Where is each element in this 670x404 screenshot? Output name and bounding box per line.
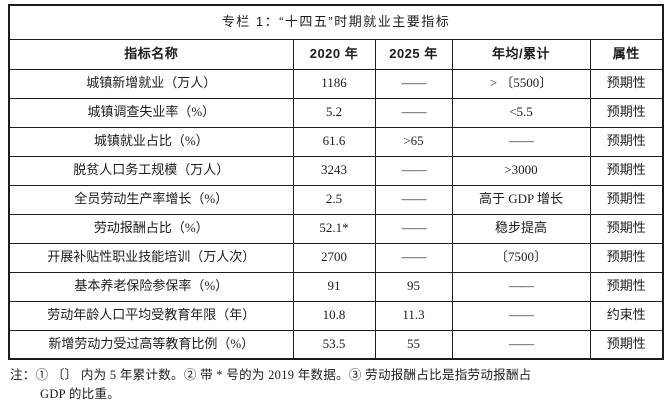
table-row: 劳动报酬占比（%） 52.1* —— 稳步提高 预期性 xyxy=(8,213,664,244)
table-row: 基本养老保险参保率（%） 91 95 —— 预期性 xyxy=(8,271,664,302)
cell-annual-value: 稳步提高 xyxy=(451,213,591,244)
column-header-indicator-name: 指标名称 xyxy=(8,38,294,70)
cell-2025-value: —— xyxy=(374,184,453,215)
footnote-line-1: 注：① 〔〕 内为 5 年累计数。② 带 * 号的为 2019 年数据。③ 劳动… xyxy=(10,368,532,382)
cell-indicator-name: 新增劳动力受过高等教育比例（%） xyxy=(8,329,294,360)
cell-2025-value: 11.3 xyxy=(374,300,453,331)
cell-attribute: 预期性 xyxy=(589,184,664,215)
cell-annual-value: <5.5 xyxy=(451,97,591,128)
cell-attribute: 预期性 xyxy=(589,97,664,128)
table-row: 脱贫人口务工规模（万人） 3243 —— >3000 预期性 xyxy=(8,155,664,186)
cell-attribute: 预期性 xyxy=(589,126,664,157)
cell-indicator-name: 城镇调查失业率（%） xyxy=(8,97,294,128)
table-row: 城镇就业占比（%） 61.6 >65 —— 预期性 xyxy=(8,126,664,157)
cell-annual-value: > 〔5500〕 xyxy=(451,68,591,99)
footnote: 注：① 〔〕 内为 5 年累计数。② 带 * 号的为 2019 年数据。③ 劳动… xyxy=(10,366,662,404)
cell-2020-value: 1186 xyxy=(292,68,376,99)
cell-attribute: 约束性 xyxy=(589,300,664,331)
cell-2025-value: —— xyxy=(374,97,453,128)
cell-attribute: 预期性 xyxy=(589,68,664,99)
table-row: 劳动年龄人口平均受教育年限（年） 10.8 11.3 —— 约束性 xyxy=(8,300,664,331)
cell-indicator-name: 劳动报酬占比（%） xyxy=(8,213,294,244)
cell-annual-value: 〔7500〕 xyxy=(451,242,591,273)
cell-indicator-name: 基本养老保险参保率（%） xyxy=(8,271,294,302)
cell-attribute: 预期性 xyxy=(589,329,664,360)
column-header-2020: 2020 年 xyxy=(292,38,376,70)
table-title: 专栏 1：“十四五”时期就业主要指标 xyxy=(8,4,664,40)
table-row: 城镇调查失业率（%） 5.2 —— <5.5 预期性 xyxy=(8,97,664,128)
table-row: 全员劳动生产率增长（%） 2.5 —— 高于 GDP 增长 预期性 xyxy=(8,184,664,215)
cell-annual-value: —— xyxy=(451,300,591,331)
cell-annual-value: —— xyxy=(451,271,591,302)
footnote-line-2: GDP 的比重。 xyxy=(40,387,121,402)
cell-indicator-name: 城镇就业占比（%） xyxy=(8,126,294,157)
cell-2025-value: >65 xyxy=(374,126,453,157)
column-header-attribute: 属性 xyxy=(589,38,664,70)
cell-2020-value: 3243 xyxy=(292,155,376,186)
cell-2020-value: 10.8 xyxy=(292,300,376,331)
cell-2025-value: —— xyxy=(374,68,453,99)
cell-indicator-name: 城镇新增就业（万人） xyxy=(8,68,294,99)
cell-indicator-name: 全员劳动生产率增长（%） xyxy=(8,184,294,215)
cell-2020-value: 53.5 xyxy=(292,329,376,360)
cell-2020-value: 5.2 xyxy=(292,97,376,128)
cell-2020-value: 61.6 xyxy=(292,126,376,157)
cell-2025-value: —— xyxy=(374,155,453,186)
table-title-row: 专栏 1：“十四五”时期就业主要指标 xyxy=(8,4,664,40)
cell-attribute: 预期性 xyxy=(589,271,664,302)
employment-indicators-table: 专栏 1：“十四五”时期就业主要指标 指标名称 2020 年 2025 年 年均… xyxy=(8,4,665,360)
cell-annual-value: 高于 GDP 增长 xyxy=(451,184,591,215)
cell-indicator-name: 开展补贴性职业技能培训（万人次） xyxy=(8,242,294,273)
table-row: 新增劳动力受过高等教育比例（%） 53.5 55 —— 预期性 xyxy=(8,329,664,360)
cell-2020-value: 2.5 xyxy=(292,184,376,215)
table-row: 城镇新增就业（万人） 1186 —— > 〔5500〕 预期性 xyxy=(8,68,664,99)
cell-2025-value: 55 xyxy=(374,329,453,360)
cell-attribute: 预期性 xyxy=(589,213,664,244)
cell-indicator-name: 劳动年龄人口平均受教育年限（年） xyxy=(8,300,294,331)
cell-2020-value: 91 xyxy=(292,271,376,302)
cell-2020-value: 2700 xyxy=(292,242,376,273)
table-row: 开展补贴性职业技能培训（万人次） 2700 —— 〔7500〕 预期性 xyxy=(8,242,664,273)
cell-2025-value: —— xyxy=(374,242,453,273)
column-header-2025: 2025 年 xyxy=(374,38,453,70)
cell-2020-value: 52.1* xyxy=(292,213,376,244)
cell-indicator-name: 脱贫人口务工规模（万人） xyxy=(8,155,294,186)
table-header-row: 指标名称 2020 年 2025 年 年均/累计 属性 xyxy=(8,38,664,70)
cell-2025-value: —— xyxy=(374,213,453,244)
cell-annual-value: —— xyxy=(451,329,591,360)
cell-2025-value: 95 xyxy=(374,271,453,302)
cell-attribute: 预期性 xyxy=(589,155,664,186)
column-header-annual-cumulative: 年均/累计 xyxy=(451,38,591,70)
cell-annual-value: >3000 xyxy=(451,155,591,186)
cell-attribute: 预期性 xyxy=(589,242,664,273)
cell-annual-value: —— xyxy=(451,126,591,157)
